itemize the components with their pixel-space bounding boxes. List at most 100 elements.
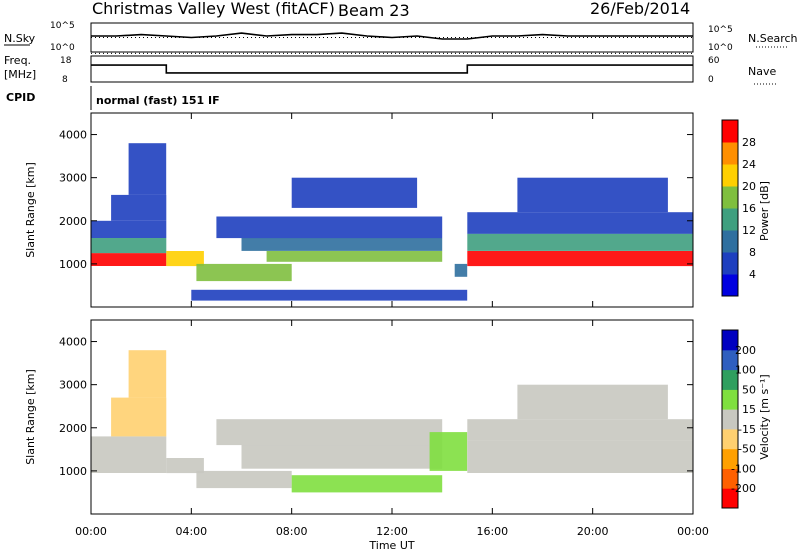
x-tick-label-6: 00:00 <box>677 525 709 538</box>
velocity-region-6 <box>291 475 443 493</box>
noise-left-bottom: 10^0 <box>50 43 75 53</box>
x-axis-label: Time UT <box>368 539 414 552</box>
freq-left-bottom: 8 <box>62 75 68 85</box>
power-colorbar-label-2: 12 <box>742 224 756 237</box>
x-tick-label-5: 20:00 <box>577 525 609 538</box>
power-region-9 <box>216 216 443 239</box>
nave-label: Nave <box>748 65 776 78</box>
velocity-colorbar-label-2: 50 <box>742 383 756 396</box>
noise-right-top: 10^5 <box>708 25 733 35</box>
power-region-13 <box>467 233 694 251</box>
nsky-label: N.Sky <box>4 32 36 45</box>
power-colorbar-label-4: 20 <box>742 180 756 193</box>
velocity-colorbar-seg-8 <box>722 330 738 351</box>
x-tick-label-2: 08:00 <box>276 525 308 538</box>
power-ytick-label-2000: 2000 <box>59 215 87 228</box>
nsearch-label: N.Search <box>748 32 798 45</box>
x-tick-label-0: 00:00 <box>75 525 107 538</box>
velocity-colorbar-seg-5 <box>722 389 738 410</box>
power-region-10 <box>291 177 418 208</box>
velocity-colorbar-label-7: -200 <box>731 482 756 495</box>
power-ytick-label-3000: 3000 <box>59 172 87 185</box>
velocity-region-10 <box>467 419 694 441</box>
cpid-label: CPID <box>6 91 35 104</box>
power-region-14 <box>467 212 694 234</box>
freq-left-top: 18 <box>60 56 72 66</box>
power-ytick-label-1000: 1000 <box>59 258 87 271</box>
velocity-colorbar-label-6: -100 <box>731 462 756 475</box>
velocity-colorbar-label-0: 200 <box>735 344 756 357</box>
power-colorbar-seg-4 <box>722 186 738 209</box>
power-colorbar-label-6: 28 <box>742 136 756 149</box>
noise-series-0 <box>91 32 693 40</box>
power-colorbar-label-1: 8 <box>749 246 756 259</box>
velocity-region-8 <box>429 432 468 471</box>
power-colorbar-label-5: 24 <box>742 158 756 171</box>
power-region-16 <box>191 289 468 301</box>
velocity-region-1 <box>111 397 167 437</box>
power-colorbar-seg-3 <box>722 208 738 231</box>
velocity-region-0 <box>91 436 167 473</box>
velocity-colorbar-label-5: -50 <box>738 443 756 456</box>
power-region-1 <box>91 238 167 254</box>
velocity-region-7 <box>216 419 443 446</box>
velocity-region-5 <box>241 445 443 469</box>
velocity-colorbar-seg-0 <box>722 488 738 509</box>
power-region-5 <box>166 251 204 267</box>
power-colorbar-seg-1 <box>722 252 738 275</box>
power-region-15 <box>517 177 668 213</box>
power-colorbar-label-3: 16 <box>742 202 756 215</box>
power-colorbar-seg-0 <box>722 274 738 297</box>
power-colorbar-seg-6 <box>722 142 738 165</box>
cpid-value: normal (fast) 151 IF <box>96 94 220 107</box>
velocity-ylabel: Slant Range [km] <box>24 369 37 465</box>
velocity-colorbar-seg-7 <box>722 349 738 371</box>
velocity-ytick-label-4000: 4000 <box>59 336 87 349</box>
date-label: 26/Feb/2014 <box>590 0 690 18</box>
plot-title: Christmas Valley West (fitACF) <box>92 0 335 18</box>
nave-right-bottom: 0 <box>708 75 714 85</box>
velocity-colorbar-seg-4 <box>722 409 738 430</box>
power-ytick-label-4000: 4000 <box>59 129 87 142</box>
noise-left-top: 10^5 <box>50 21 75 31</box>
power-region-2 <box>91 220 167 238</box>
power-region-11 <box>454 263 468 277</box>
velocity-region-11 <box>517 384 668 420</box>
beam-label: Beam 23 <box>338 1 410 20</box>
power-ylabel: Slant Range [km] <box>24 162 37 258</box>
velocity-colorbar-seg-1 <box>722 468 738 489</box>
x-tick-label-3: 12:00 <box>376 525 408 538</box>
velocity-colorbar-seg-3 <box>722 428 738 450</box>
velocity-colorbar-label-4: -15 <box>738 423 756 436</box>
power-colorbar-seg-7 <box>722 120 738 143</box>
power-region-8 <box>241 238 443 251</box>
power-colorbar-seg-2 <box>722 230 738 253</box>
velocity-region-3 <box>166 458 204 474</box>
freq-unit-label: [MHz] <box>4 68 36 81</box>
velocity-region-9 <box>467 440 694 473</box>
velocity-colorbar-label: Velocity [m s⁻¹] <box>758 374 771 459</box>
velocity-region-4 <box>196 470 292 489</box>
velocity-colorbar-label-3: 15 <box>742 403 756 416</box>
power-region-12 <box>467 251 694 267</box>
noise-panel: N.Sky N.Search 10^5 10^0 10^5 10^0 <box>4 21 798 53</box>
power-colorbar-seg-5 <box>722 164 738 187</box>
velocity-ytick-label-3000: 3000 <box>59 379 87 392</box>
frequency-series-0 <box>91 64 693 74</box>
freq-label: Freq. <box>4 54 31 67</box>
velocity-panel: 1000 2000 3000 4000 Slant Range [km] 200 100… <box>24 319 771 515</box>
velocity-colorbar-label-1: 100 <box>735 364 756 377</box>
velocity-colorbar-seg-6 <box>722 369 738 390</box>
velocity-ytick-label-2000: 2000 <box>59 422 87 435</box>
power-region-4 <box>128 143 167 195</box>
noise-right-bottom: 10^0 <box>708 43 733 53</box>
power-region-0 <box>91 253 167 266</box>
velocity-ytick-label-1000: 1000 <box>59 465 87 478</box>
power-colorbar-label: Power [dB] <box>758 181 771 241</box>
nave-right-top: 60 <box>708 56 720 66</box>
velocity-colorbar-seg-2 <box>722 448 738 469</box>
x-tick-label-4: 16:00 <box>476 525 508 538</box>
power-region-3 <box>111 194 167 221</box>
x-tick-label-1: 04:00 <box>175 525 207 538</box>
